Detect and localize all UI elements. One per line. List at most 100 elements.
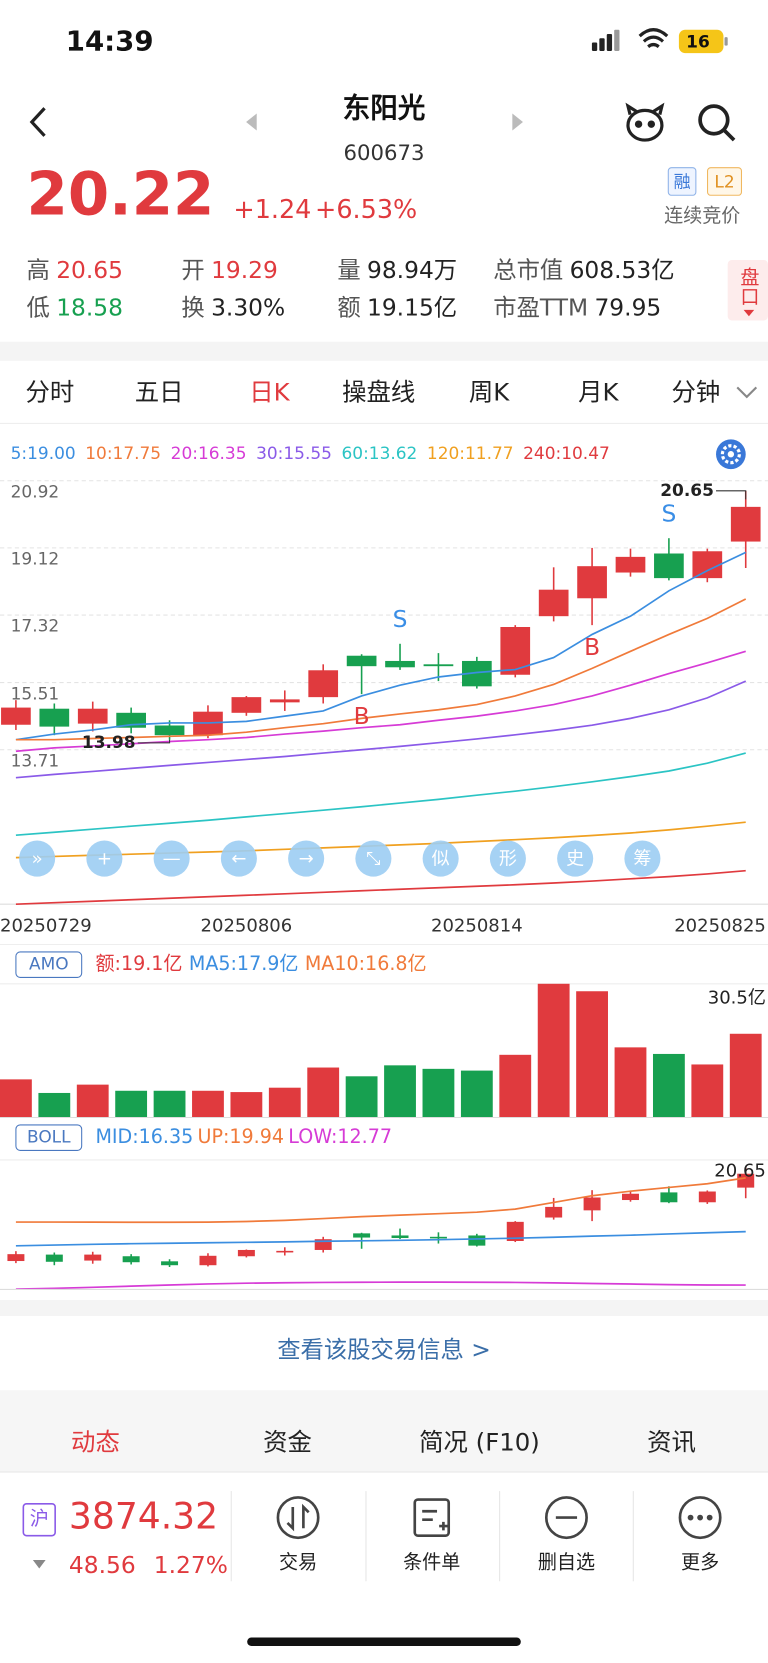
- next-stock[interactable]: [512, 113, 523, 131]
- stat-value: 3.30%: [211, 293, 285, 321]
- trade-signal: B: [354, 702, 370, 730]
- toolbar-button[interactable]: [153, 840, 190, 877]
- legend-entry: 120:11.77: [427, 444, 514, 464]
- section-tab[interactable]: 动态: [71, 1427, 120, 1456]
- amount-bar: [307, 1067, 340, 1118]
- index-change-pct: 1.27%: [154, 1551, 228, 1579]
- y-tick-label: 15.51: [11, 684, 60, 704]
- legend-entry: MID:16.35: [95, 1125, 193, 1148]
- period-tab[interactable]: 日K: [249, 378, 290, 407]
- amount-bar: [691, 1064, 724, 1118]
- toolbar-label[interactable]: »: [32, 849, 43, 870]
- y-tick-label: 19.12: [11, 550, 60, 570]
- toolbar-label[interactable]: 似: [432, 849, 450, 870]
- section-tabs: 动态 资金 简况 (F10) 资讯: [71, 1427, 696, 1456]
- trade-signal: B: [584, 633, 600, 661]
- status-time: 14:39: [66, 24, 154, 57]
- trade-info-link[interactable]: 查看该股交易信息 >: [277, 1335, 491, 1363]
- toolbar-label[interactable]: 形: [499, 849, 517, 870]
- settings-button[interactable]: [716, 439, 746, 470]
- toolbar-button[interactable]: [624, 840, 661, 877]
- toolbar-button[interactable]: [489, 840, 526, 877]
- legend-entry: MA5:17.9亿: [189, 952, 299, 975]
- last-price: 20.22: [27, 161, 215, 230]
- amount-bar: [460, 1070, 493, 1118]
- boll-candle-body: [660, 1192, 678, 1203]
- candle-body: [385, 660, 415, 668]
- amount-bar: [422, 1068, 455, 1118]
- period-tab[interactable]: 五日: [135, 378, 184, 407]
- market: 沪: [30, 1507, 49, 1530]
- candle-body: [154, 725, 185, 736]
- toolbar-button[interactable]: [288, 840, 325, 877]
- toolbar-label[interactable]: →: [299, 849, 314, 870]
- boll-candle-body: [237, 1249, 255, 1257]
- toolbar-label[interactable]: —: [163, 849, 181, 870]
- boll-candle-body: [622, 1193, 639, 1201]
- toolbar-button[interactable]: [557, 840, 594, 877]
- index-toggle[interactable]: [32, 1560, 46, 1569]
- candle-body: [615, 556, 646, 573]
- toolbar-button[interactable]: [355, 840, 392, 877]
- prev-stock[interactable]: [246, 113, 257, 131]
- section-tab[interactable]: 资金: [263, 1427, 312, 1456]
- candle-body: [692, 551, 723, 579]
- period-tab[interactable]: 周K: [469, 378, 510, 407]
- footer-action[interactable]: 条件单: [403, 1551, 460, 1574]
- amount-bar: [153, 1090, 186, 1118]
- toolbar-button[interactable]: [19, 840, 56, 877]
- amount-bar: [230, 1092, 263, 1118]
- toolbar-label[interactable]: +: [97, 849, 112, 870]
- period-tab[interactable]: 月K: [578, 378, 619, 407]
- badge-box: [667, 167, 697, 196]
- indicator-name[interactable]: AMO: [29, 955, 69, 975]
- amount-bar: [345, 1076, 378, 1118]
- boll-candle-body: [468, 1235, 486, 1246]
- trade-signal: S: [393, 605, 408, 633]
- toolbar-button[interactable]: [86, 840, 123, 877]
- signal-icon: [591, 29, 620, 51]
- section-tab[interactable]: 资讯: [647, 1427, 696, 1456]
- boll-candle-body: [698, 1191, 716, 1203]
- back-button[interactable]: [29, 107, 46, 137]
- mascot-button[interactable]: [625, 102, 665, 142]
- legend-entry: 10:17.75: [85, 444, 161, 464]
- separator: [0, 1300, 768, 1316]
- indicator-name[interactable]: BOLL: [27, 1128, 71, 1148]
- toolbar-label[interactable]: 史: [566, 849, 584, 870]
- amount-bar: [0, 1079, 32, 1118]
- stat-label: 换: [181, 293, 204, 321]
- badge: L2: [714, 173, 734, 193]
- search-button[interactable]: [698, 104, 736, 142]
- period-tab[interactable]: 分时: [25, 378, 74, 407]
- toolbar-label[interactable]: 筹: [633, 849, 651, 870]
- footer-action[interactable]: 删自选: [538, 1551, 595, 1574]
- stat-value: 608.53亿: [570, 256, 675, 284]
- period-tabs: 分时 五日 日K 操盘线 周K 月K 分钟: [25, 378, 720, 407]
- footer-action[interactable]: 交易: [279, 1551, 317, 1574]
- legend-entry: 20:16.35: [171, 444, 247, 464]
- index-value[interactable]: 3874.32: [69, 1496, 218, 1538]
- footer-action[interactable]: 更多: [681, 1551, 719, 1574]
- max-label: 30.5亿: [708, 988, 766, 1009]
- boll-candle-body: [353, 1233, 371, 1238]
- toolbar-label[interactable]: ←: [231, 849, 246, 870]
- trade-signal: S: [661, 499, 676, 527]
- period-tab[interactable]: 操盘线: [342, 378, 415, 407]
- side-button-label[interactable]: 盘口: [737, 267, 760, 305]
- badge: 融: [674, 173, 691, 193]
- candle-body: [538, 589, 569, 617]
- toolbar-button[interactable]: [220, 840, 257, 877]
- section-tab[interactable]: 简况 (F10): [419, 1427, 540, 1456]
- toolbar-label[interactable]: ⤡: [366, 849, 380, 870]
- boll-candle-body: [84, 1254, 102, 1261]
- toolbar-button[interactable]: [422, 840, 459, 877]
- tab-dropdown[interactable]: [736, 386, 758, 399]
- period-tab[interactable]: 分钟: [671, 378, 720, 407]
- wifi-icon: [638, 28, 669, 48]
- side-button-arrow: [743, 309, 755, 317]
- separator: [0, 341, 768, 361]
- side-button[interactable]: [727, 260, 768, 321]
- stat-label: 市盈TTM: [493, 293, 588, 321]
